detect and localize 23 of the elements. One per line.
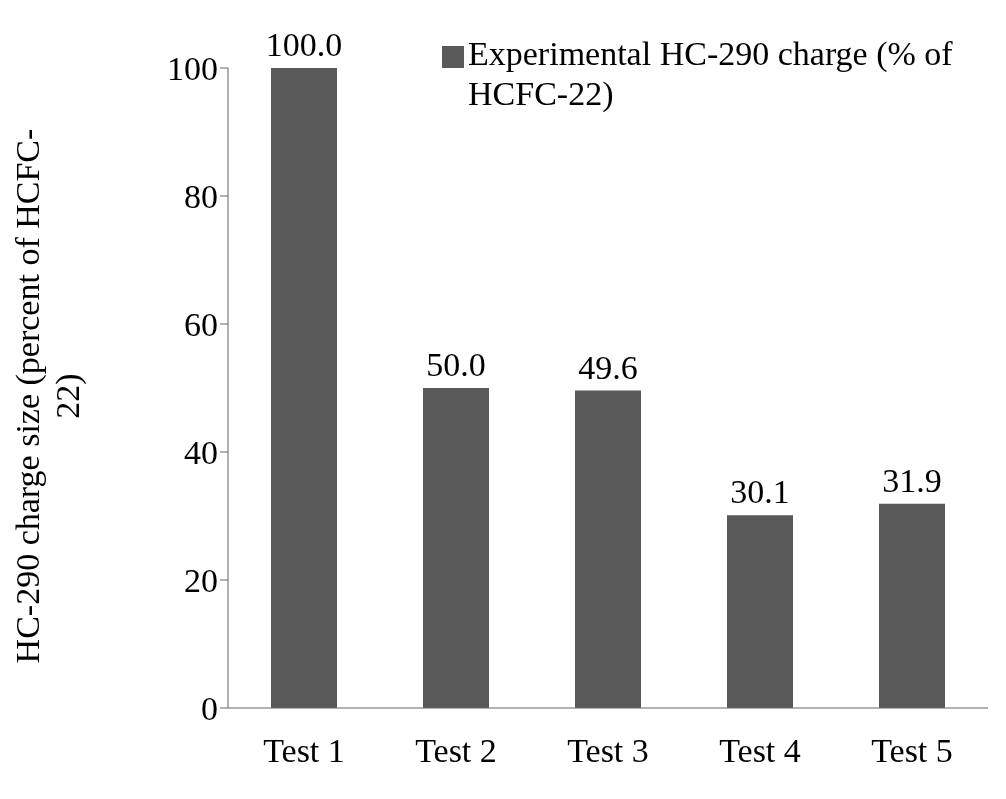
legend-label: Experimental HC-290 charge (% of HCFC-22) xyxy=(468,34,954,114)
x-tick-label: Test 5 xyxy=(871,732,953,770)
data-label: 31.9 xyxy=(882,461,942,499)
y-axis-title: HC-290 charge size (percent of HCFC-22) xyxy=(8,127,87,666)
x-tick-label: Test 1 xyxy=(263,732,345,770)
bar xyxy=(575,390,641,708)
x-tick-label: Test 4 xyxy=(719,732,801,770)
y-tick-label: 20 xyxy=(184,562,218,600)
bar xyxy=(879,503,945,708)
y-tick-label: 60 xyxy=(184,306,218,344)
data-label: 100.0 xyxy=(265,26,343,63)
bar xyxy=(727,515,793,708)
data-label: 49.6 xyxy=(578,348,638,386)
data-label: 50.0 xyxy=(426,346,486,383)
y-tick-label: 0 xyxy=(201,690,218,728)
y-tick-label: 80 xyxy=(184,178,218,216)
data-label: 30.1 xyxy=(730,473,790,511)
x-tick-label: Test 3 xyxy=(567,732,649,770)
y-tick-label: 40 xyxy=(184,434,218,472)
bar xyxy=(423,388,489,708)
bar xyxy=(271,68,337,708)
y-tick-label: 100 xyxy=(167,50,218,88)
x-tick-label: Test 2 xyxy=(415,732,497,770)
